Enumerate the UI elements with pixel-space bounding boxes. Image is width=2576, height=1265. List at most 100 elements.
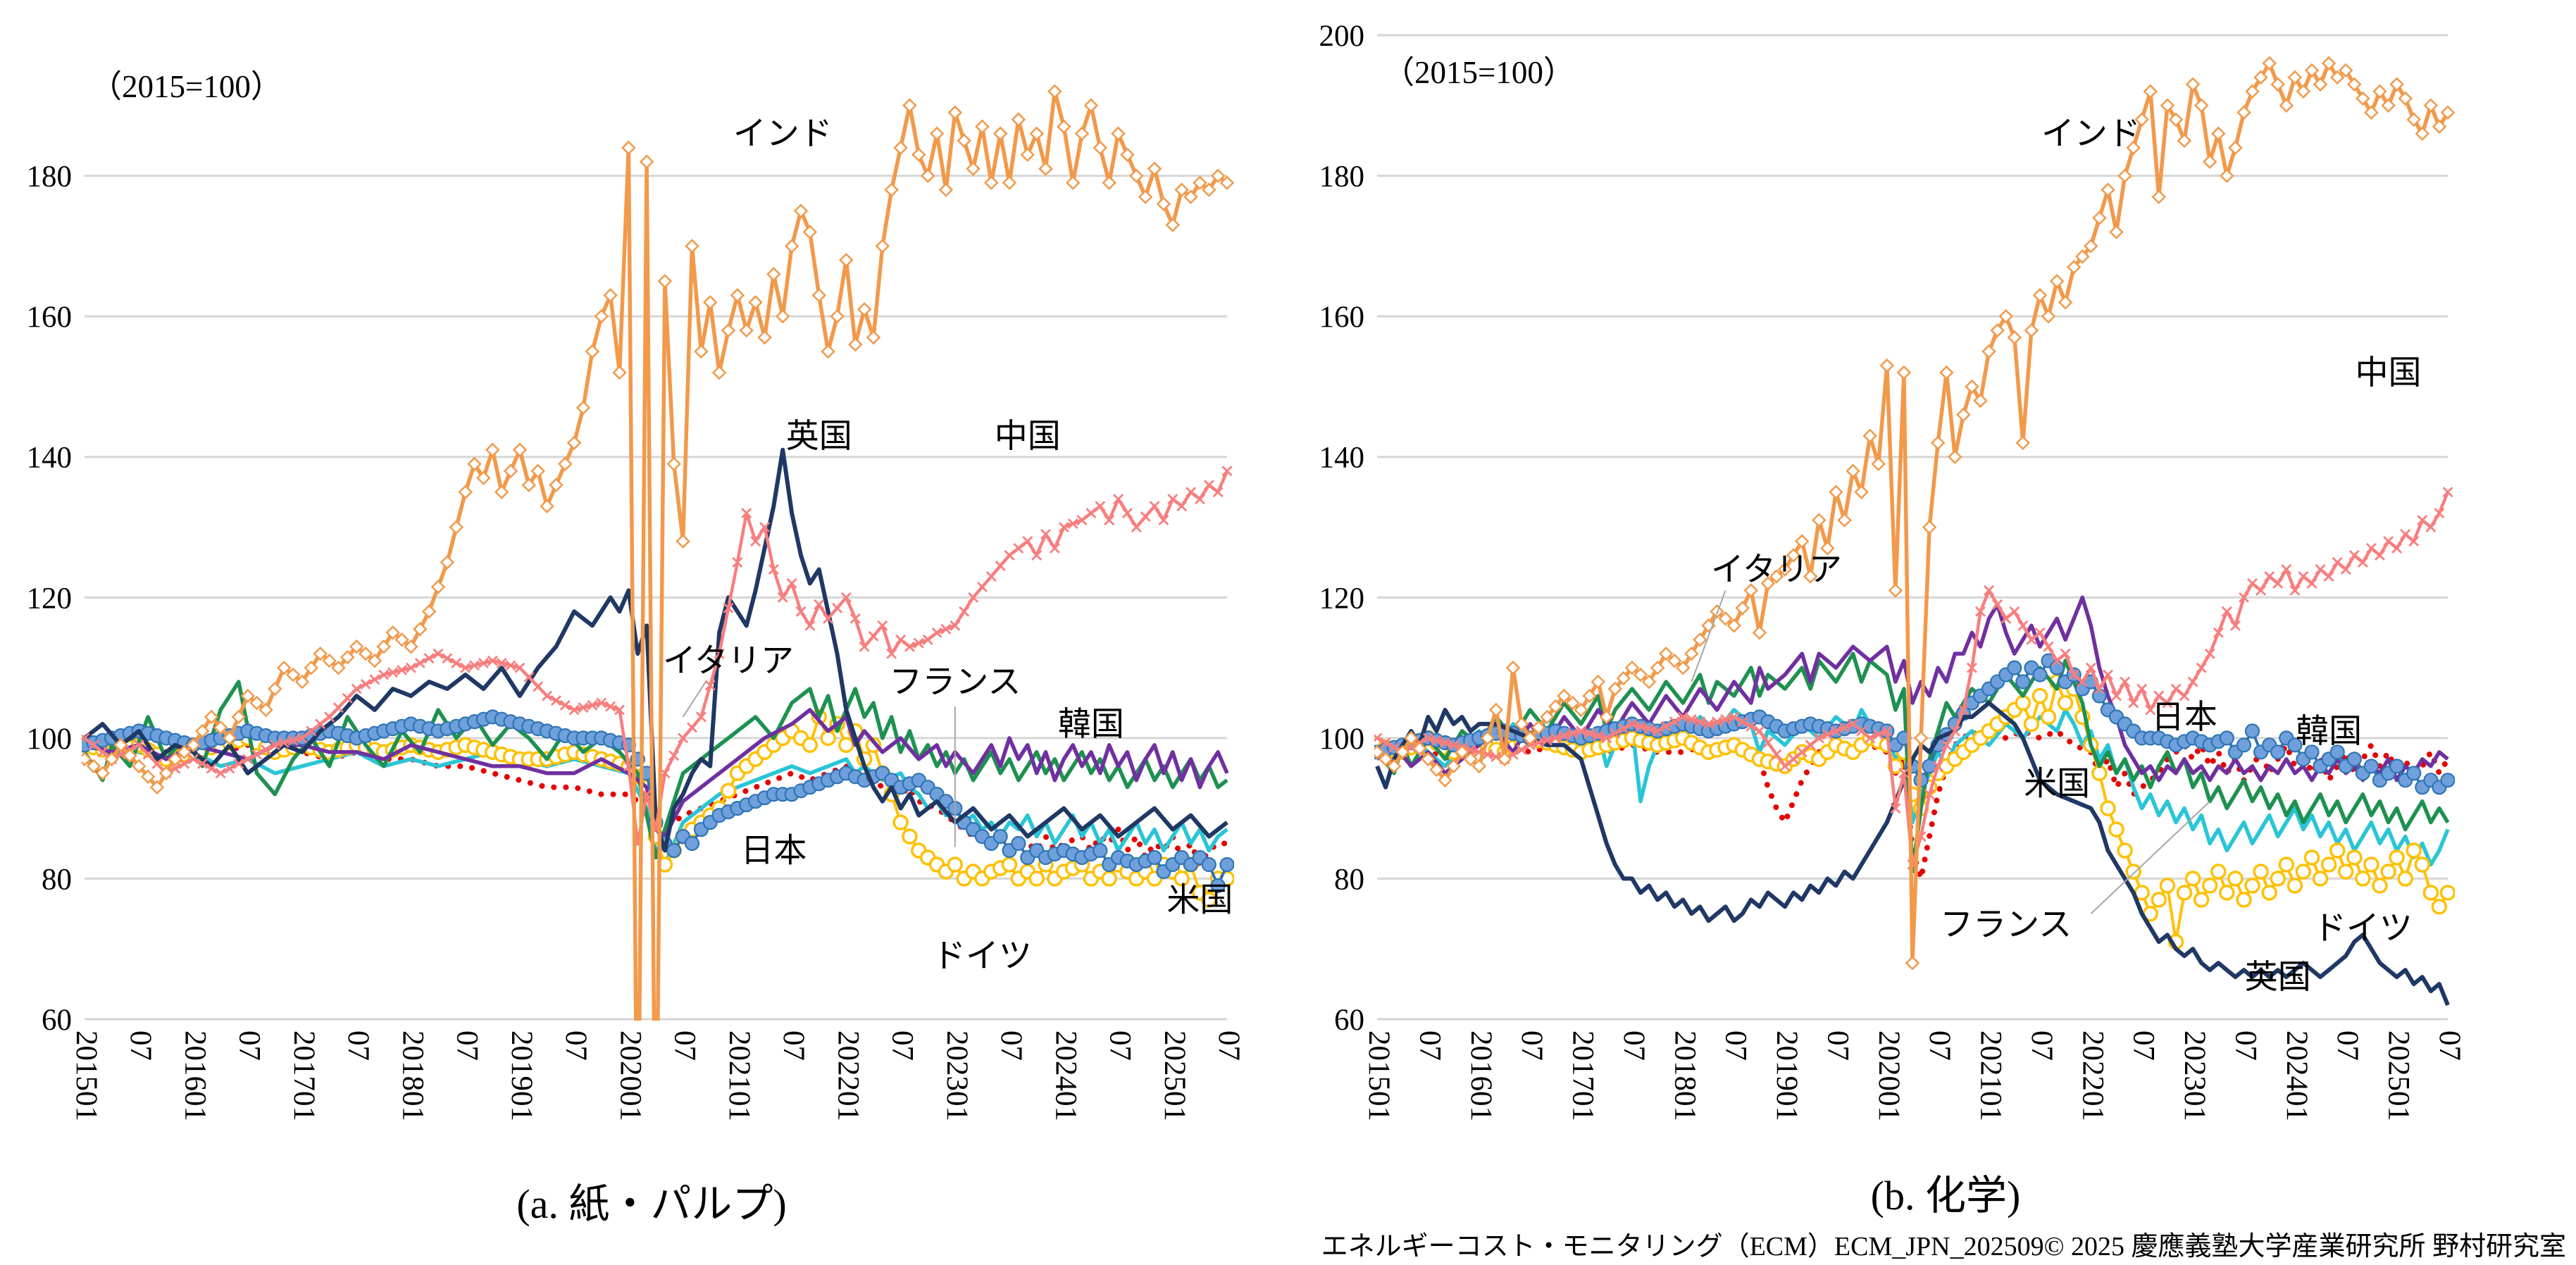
x-tick-label: 07 bbox=[886, 1030, 919, 1061]
y-tick-label: 180 bbox=[1319, 161, 1365, 194]
y-tick-label: 180 bbox=[27, 161, 73, 194]
x-tick-label: 202301 bbox=[2178, 1030, 2211, 1121]
x-tick-label: 201601 bbox=[1464, 1030, 1498, 1121]
label-leader-line bbox=[682, 681, 707, 718]
y-tick-label: 80 bbox=[1334, 863, 1364, 896]
x-tick-label: 201801 bbox=[1668, 1030, 1701, 1121]
series-japan bbox=[82, 709, 1234, 894]
y-tick-label: 100 bbox=[1319, 723, 1365, 756]
diamond-markers bbox=[82, 84, 1234, 794]
series-india bbox=[82, 84, 1234, 1021]
x-tick-label: 201901 bbox=[1770, 1030, 1803, 1121]
y-tick-label: 140 bbox=[27, 442, 73, 475]
x-tick-label: 201801 bbox=[396, 1030, 429, 1121]
y-tick-label: 140 bbox=[1319, 442, 1365, 475]
series-label-中国: 中国 bbox=[2356, 355, 2422, 392]
x-tick-label: 202201 bbox=[2076, 1030, 2109, 1121]
x-tick-label: 07 bbox=[451, 1030, 484, 1061]
series-label-ドイツ: ドイツ bbox=[2313, 910, 2413, 947]
y-tick-label: 120 bbox=[1319, 582, 1365, 615]
series-label-英国: 英国 bbox=[786, 418, 852, 455]
label-leader-line bbox=[1691, 590, 1726, 683]
series-label-日本: 日本 bbox=[740, 833, 807, 870]
y-tick-label: 160 bbox=[1319, 301, 1365, 334]
x-tick-label: 202001 bbox=[614, 1030, 647, 1121]
x-tick-label: 201701 bbox=[287, 1030, 321, 1121]
series-label-韓国: 韓国 bbox=[2296, 713, 2362, 750]
y-tick-label: 200 bbox=[1319, 20, 1365, 53]
series-label-日本: 日本 bbox=[2151, 699, 2217, 736]
x-tick-label: 07 bbox=[2127, 1030, 2160, 1061]
x-tick-label: 07 bbox=[2433, 1030, 2466, 1061]
x-markers bbox=[1374, 487, 2453, 870]
series-japan bbox=[1374, 653, 2455, 795]
series-label-フランス: フランス bbox=[889, 664, 1021, 701]
x-tick-label: 201701 bbox=[1567, 1030, 1600, 1121]
series-india bbox=[1374, 56, 2455, 971]
x-tick-label: 202501 bbox=[2382, 1030, 2415, 1121]
x-tick-label: 07 bbox=[777, 1030, 810, 1061]
chart-b-title: (b. 化学) bbox=[1870, 1173, 2021, 1219]
x-tick-label: 07 bbox=[1515, 1030, 1548, 1061]
x-tick-label: 202101 bbox=[1974, 1030, 2008, 1121]
x-tick-label: 07 bbox=[668, 1030, 702, 1061]
x-tick-label: 07 bbox=[995, 1030, 1028, 1061]
series-uk bbox=[1375, 701, 2450, 1007]
axis-note: （2015=100） bbox=[1383, 55, 1575, 90]
series-label-インド: インド bbox=[733, 116, 833, 153]
y-tick-label: 60 bbox=[1334, 1004, 1364, 1037]
series-label-米国: 米国 bbox=[2024, 766, 2090, 803]
x-tick-label: 201901 bbox=[505, 1030, 538, 1121]
x-tick-label: 07 bbox=[2331, 1030, 2364, 1061]
series-label-中国: 中国 bbox=[995, 418, 1061, 455]
series-label-インド: インド bbox=[2041, 116, 2141, 153]
x-tick-label: 202401 bbox=[1049, 1030, 1082, 1121]
x-tick-label: 07 bbox=[1821, 1030, 1854, 1061]
series-italy bbox=[82, 680, 1228, 860]
series-label-米国: 米国 bbox=[1166, 882, 1233, 918]
series-label-フランス: フランス bbox=[1940, 906, 2072, 943]
x-markers bbox=[82, 466, 1233, 849]
axis-note: （2015=100） bbox=[90, 69, 282, 104]
x-tick-label: 202001 bbox=[1872, 1030, 1905, 1121]
x-tick-label: 07 bbox=[342, 1030, 375, 1061]
series-label-イタリア: イタリア bbox=[663, 643, 794, 680]
x-tick-label: 202201 bbox=[831, 1030, 864, 1121]
series-uk bbox=[83, 447, 1228, 853]
x-tick-label: 201601 bbox=[178, 1030, 211, 1121]
y-tick-label: 120 bbox=[27, 582, 73, 615]
x-tick-label: 201501 bbox=[70, 1030, 103, 1121]
x-tick-label: 202501 bbox=[1158, 1030, 1191, 1121]
chart-a-title: (a. 紙・パルプ) bbox=[516, 1181, 787, 1227]
x-tick-label: 07 bbox=[1413, 1030, 1446, 1061]
gridlines bbox=[85, 175, 1227, 1021]
y-tick-label: 80 bbox=[42, 863, 72, 896]
x-tick-label: 07 bbox=[1719, 1030, 1753, 1061]
x-tick-label: 07 bbox=[124, 1030, 157, 1061]
x-tick-label: 201501 bbox=[1362, 1030, 1395, 1121]
x-tick-label: 202301 bbox=[940, 1030, 973, 1121]
x-tick-label: 202401 bbox=[2280, 1030, 2313, 1121]
x-tick-label: 07 bbox=[1923, 1030, 1956, 1061]
source-credit: エネルギーコスト・モニタリング（ECM）ECM_JPN_202509© 2025… bbox=[1321, 1232, 2566, 1261]
x-tick-label: 07 bbox=[2229, 1030, 2262, 1061]
x-tick-label: 07 bbox=[2025, 1030, 2058, 1061]
label-leader-line bbox=[2090, 800, 2210, 915]
x-tick-label: 07 bbox=[1617, 1030, 1650, 1061]
series-china bbox=[82, 466, 1233, 849]
y-tick-label: 160 bbox=[27, 301, 73, 334]
x-tick-label: 07 bbox=[1212, 1030, 1245, 1061]
y-tick-label: 100 bbox=[27, 723, 73, 756]
x-tick-label: 07 bbox=[559, 1030, 592, 1061]
x-tick-label: 07 bbox=[1104, 1030, 1137, 1061]
series-label-英国: 英国 bbox=[2245, 959, 2311, 996]
series-label-ドイツ: ドイツ bbox=[933, 938, 1032, 975]
y-tick-label: 60 bbox=[42, 1004, 72, 1037]
x-tick-label: 202101 bbox=[723, 1030, 756, 1121]
diamond-markers bbox=[1374, 56, 2455, 971]
series-label-イタリア: イタリア bbox=[1711, 552, 1842, 588]
